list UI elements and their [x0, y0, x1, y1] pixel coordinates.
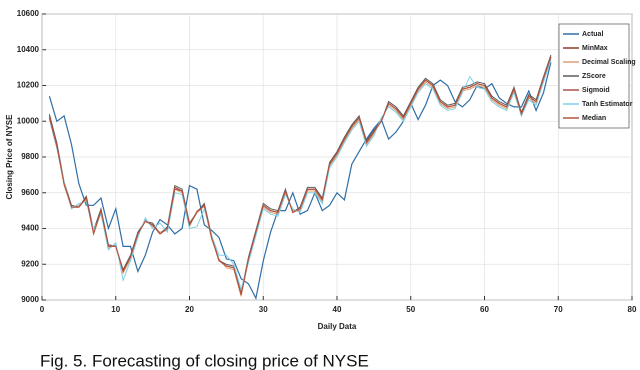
y-tick-label: 10200 — [17, 81, 40, 90]
series-line — [48, 60, 552, 292]
y-tick-label: 9600 — [21, 188, 39, 197]
series-line — [48, 56, 552, 295]
legend-label: Sigmoid — [582, 87, 610, 94]
legend-label: Median — [582, 115, 606, 122]
series-line — [48, 56, 552, 295]
x-tick-label: 40 — [333, 305, 342, 314]
y-tick-label: 10000 — [17, 116, 40, 125]
x-tick-label: 60 — [480, 305, 489, 314]
y-tick-label: 9000 — [21, 295, 39, 304]
series-line — [48, 54, 552, 294]
x-tick-label: 80 — [628, 305, 637, 314]
y-tick-label: 10600 — [17, 9, 40, 18]
y-tick-label: 9400 — [21, 224, 39, 233]
x-axis-label: Daily Data — [318, 322, 357, 331]
y-tick-label: 9800 — [21, 152, 39, 161]
legend-label: Decimal Scaling — [582, 59, 636, 66]
x-tick-label: 50 — [406, 305, 415, 314]
x-tick-label: 30 — [259, 305, 268, 314]
series-line — [48, 56, 552, 295]
legend-label: Tanh Estimator — [582, 101, 633, 108]
y-axis-label: Closing Price of NYSE — [5, 114, 14, 200]
x-tick-label: 10 — [111, 305, 120, 314]
x-tick-label: 20 — [185, 305, 194, 314]
legend-label: MinMax — [582, 45, 608, 52]
caption: Fig. 5. Forecasting of closing price of … — [40, 351, 369, 370]
legend-label: Actual — [582, 31, 603, 38]
y-tick-label: 10400 — [17, 45, 40, 54]
series-line — [48, 58, 552, 297]
x-tick-label: 70 — [554, 305, 563, 314]
y-tick-label: 9200 — [21, 259, 39, 268]
x-tick-label: 0 — [40, 305, 45, 314]
legend-label: ZScore — [582, 73, 606, 80]
series-line — [48, 62, 552, 301]
